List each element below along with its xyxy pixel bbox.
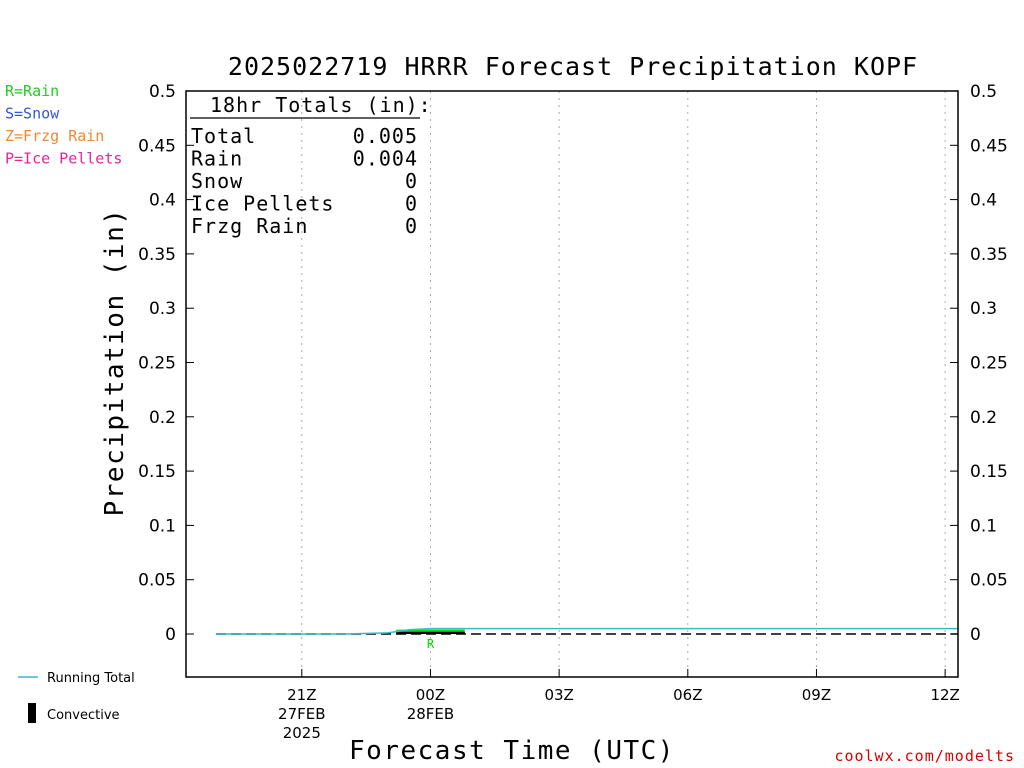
precip-type-legend-item: S=Snow: [5, 105, 60, 123]
y-tick-label-right: 0.3: [970, 299, 997, 319]
convective-legend-swatch: [28, 703, 36, 723]
totals-row-label: Rain: [191, 147, 243, 171]
running-total-line: [216, 627, 958, 635]
grid-lines: [301, 91, 946, 677]
y-tick-label-right: 0.1: [970, 516, 997, 536]
y-tick-label: 0.05: [138, 571, 176, 591]
x-tick-label: 12Z: [930, 686, 959, 704]
totals-row-value: 0.005: [353, 124, 418, 148]
precip-type-legend-item: P=Ice Pellets: [5, 150, 122, 168]
y-tick-label: 0: [165, 625, 176, 645]
y-tick-label: 0.1: [149, 516, 176, 536]
x-tick-label: 00Z: [416, 686, 445, 704]
y-tick-label: 0.3: [149, 299, 176, 319]
x-tick-label: 28FEB: [407, 705, 454, 723]
totals-row-value: 0: [405, 192, 418, 216]
x-tick-label: 06Z: [673, 686, 702, 704]
bottom-legend: Running Total Convective: [18, 671, 135, 723]
totals-rows: Total 0.005 Rain 0.004 Snow 0 Ice Pellets 0 Frzg…: [191, 124, 418, 238]
precip-type-legend-item: Z=Frzg Rain: [5, 127, 104, 145]
y-tick-label-right: 0.05: [970, 571, 1008, 591]
totals-row-label: Ice Pellets: [191, 192, 334, 216]
y-tick-label-right: 0: [970, 625, 981, 645]
y-tick-label: 0.15: [138, 462, 176, 482]
y-tick-label: 0.45: [138, 136, 176, 156]
x-tick-label: 03Z: [544, 686, 573, 704]
precip-type-legend: R=Rain S=Snow Z=Frzg Rain P=Ice Pellets: [5, 82, 122, 168]
totals-row-value: 0: [405, 169, 418, 193]
precip-type-legend-item: R=Rain: [5, 82, 59, 100]
chart-title: 2025022719 HRRR Forecast Precipitation K…: [228, 52, 918, 81]
hourly-precip-bars: R: [396, 629, 465, 651]
y-tick-label: 0.4: [149, 191, 176, 211]
y-axis-ticks: 0.5 0.5 0.45 0.45 0.4 0.4 0.35 0.35 0.3 0.3 0.25 0.…: [138, 82, 1008, 645]
totals-row-label: Frzg Rain: [191, 214, 308, 238]
precip-type-marker: R: [427, 637, 435, 651]
credit-text: coolwx.com/modelts: [834, 747, 1015, 765]
totals-row-value: 0: [405, 214, 418, 238]
x-tick-label: 09Z: [802, 686, 831, 704]
y-tick-label: 0.5: [149, 82, 176, 102]
x-tick-label: 27FEB: [278, 705, 325, 723]
y-tick-label-right: 0.35: [970, 245, 1008, 265]
y-tick-label-right: 0.45: [970, 136, 1008, 156]
x-tick-label: 2025: [283, 724, 321, 742]
running-total-legend-label: Running Total: [47, 671, 135, 686]
totals-row-value: 0.004: [353, 147, 418, 171]
y-tick-label: 0.2: [149, 408, 176, 428]
x-tick-label: 21Z: [287, 686, 316, 704]
x-axis-label: Forecast Time (UTC): [349, 736, 675, 766]
convective-bar: [396, 631, 465, 634]
convective-legend-label: Convective: [47, 708, 120, 723]
totals-heading: 18hr Totals (in):: [210, 93, 432, 117]
y-tick-label-right: 0.25: [970, 354, 1008, 374]
y-tick-label: 0.35: [138, 245, 176, 265]
totals-row-label: Total: [191, 124, 256, 148]
y-tick-label-right: 0.15: [970, 462, 1008, 482]
y-tick-label-right: 0.5: [970, 82, 997, 102]
plot-frame: [185, 90, 959, 678]
totals-row-label: Snow: [191, 169, 243, 193]
y-tick-label-right: 0.4: [970, 191, 997, 211]
y-axis-label: Precipitation (in): [100, 208, 130, 517]
totals-box: 18hr Totals (in): Total 0.005 Rain 0.004 Sno…: [190, 93, 432, 238]
y-tick-label: 0.25: [138, 354, 176, 374]
y-tick-label-right: 0.2: [970, 408, 997, 428]
